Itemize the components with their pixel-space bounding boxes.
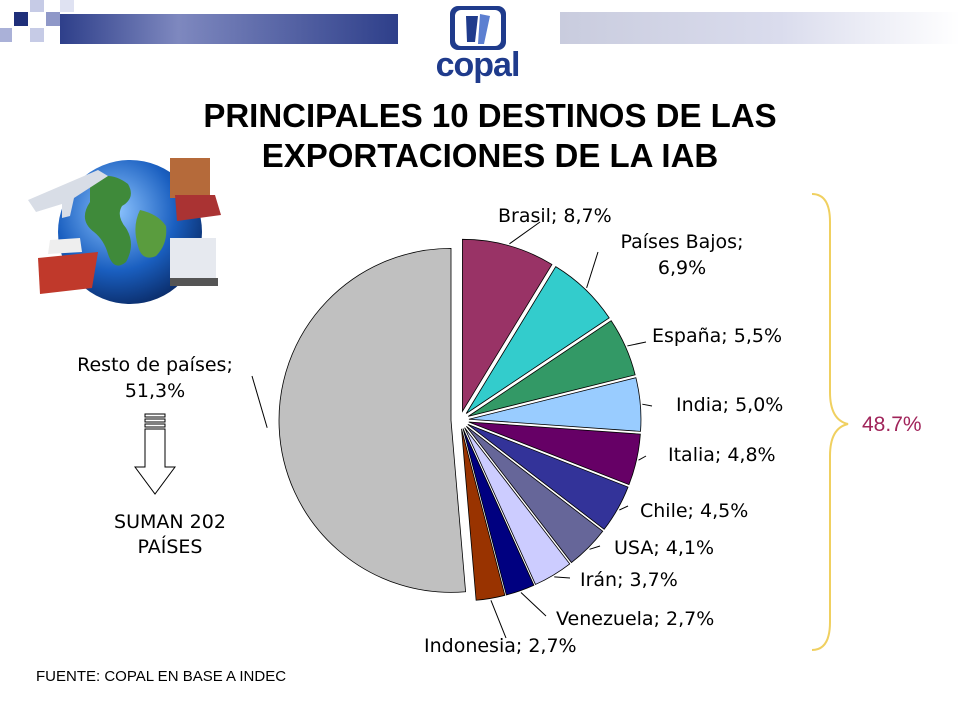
pie-slice-resto-de-países: [278, 247, 467, 593]
leader-line-irán: [554, 576, 571, 579]
pie-label-brasil: Brasil; 8,7%: [498, 205, 612, 227]
pie-label-line: Países Bajos;: [621, 231, 744, 253]
right-curly-brace: [811, 193, 849, 651]
pie-slices: [278, 238, 642, 601]
leader-line-indonesia: [490, 600, 507, 639]
label-resto: Resto de países; 51,3%: [40, 352, 270, 404]
header-decoration-bar: [560, 12, 960, 44]
pie-slice-india: [468, 377, 642, 432]
leader-line-venezuela: [520, 592, 547, 617]
pie-label-italia: Italia; 4,8%: [668, 444, 776, 466]
copal-logo: [450, 6, 506, 50]
title-line-2: EXPORTACIONES DE LA IAB: [261, 137, 719, 174]
label-resto-line-1: Resto de países;: [77, 354, 233, 376]
pie-slice-brasil: [462, 238, 553, 413]
pie-label-españa: España; 5,5%: [652, 325, 782, 347]
pie-slice-chile: [467, 424, 629, 530]
pie-label-india: India; 5,0%: [676, 394, 783, 416]
leader-line-usa: [589, 545, 601, 550]
pie-slice-irán: [464, 427, 571, 585]
leader-line-italia: [638, 455, 647, 461]
leader-line-brasil: [509, 221, 541, 245]
source-note: FUENTE: COPAL EN BASE A INDEC: [36, 668, 287, 685]
sum-line-1: SUMAN 202: [114, 511, 226, 533]
top10-total-percentage: 48.7%: [862, 413, 922, 436]
pie-label-usa: USA; 4,1%: [614, 537, 714, 559]
globe-transport-illustration: [28, 158, 221, 304]
page-title: PRINCIPALES 10 DESTINOS DE LAS EXPORTACI…: [160, 96, 820, 176]
sum-countries-note: SUMAN 202 PAÍSES: [70, 510, 270, 560]
sum-line-2: PAÍSES: [137, 536, 203, 558]
pie-slice-países-bajos: [465, 266, 610, 414]
leader-line-resto: [251, 375, 268, 428]
leader-lines: [251, 221, 653, 639]
leader-line-india: [642, 403, 653, 407]
leader-line-chile: [619, 505, 629, 511]
label-resto-line-2: 51,3%: [124, 380, 186, 402]
pie-label-line: 6,9%: [658, 257, 706, 279]
pie-label-venezuela: Venezuela; 2,7%: [556, 608, 714, 630]
pie-slice-españa: [468, 320, 636, 417]
copal-logo-text: copal: [435, 46, 521, 84]
pie-label-países-bajos: Países Bajos; 6,9%: [621, 231, 744, 279]
header-decoration-squares: [0, 0, 398, 44]
title-line-1: PRINCIPALES 10 DESTINOS DE LAS: [203, 97, 777, 134]
pie-label-chile: Chile; 4,5%: [640, 500, 748, 522]
pie-label-indonesia: Indonesia; 2,7%: [424, 635, 577, 657]
pie-slice-usa: [466, 426, 604, 564]
leader-line-españa: [627, 341, 647, 347]
pie-slice-italia: [468, 421, 641, 486]
pie-label-irán: Irán; 3,7%: [580, 569, 678, 591]
pie-slice-indonesia: [461, 428, 506, 601]
pie-slice-venezuela: [462, 428, 535, 596]
pie-labels: Brasil; 8,7% Países Bajos; 6,9% España; 5,5…: [424, 205, 783, 657]
leader-line-países-bajos: [586, 251, 599, 289]
down-arrow-icon: [134, 413, 176, 495]
